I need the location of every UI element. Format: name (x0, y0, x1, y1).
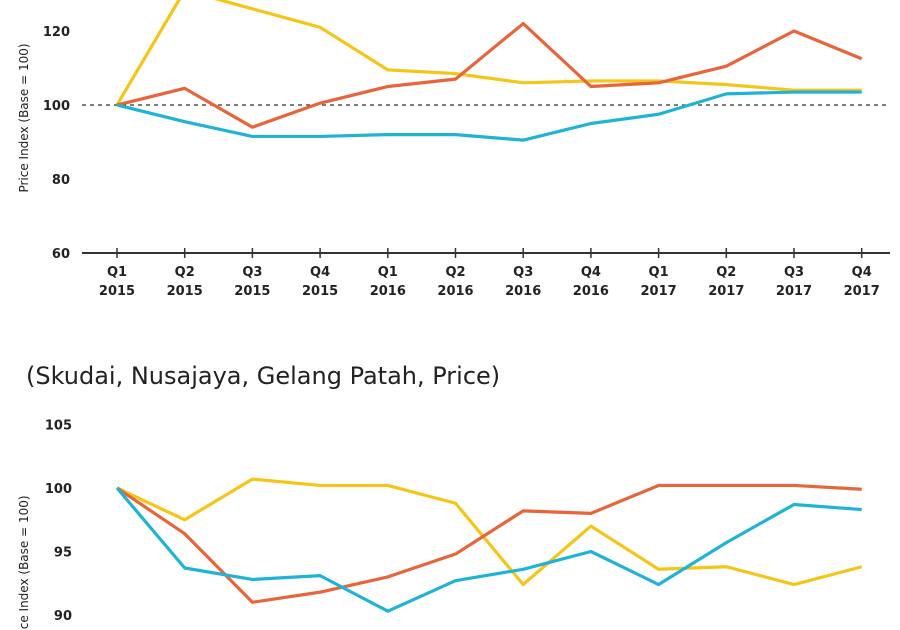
bottom-price-index-chart: (Skudai, Nusajaya, Gelang Patah, Price) … (17, 362, 863, 630)
bottom-y-axis-label: Price Index (Base = 100) (17, 495, 31, 630)
top-x-tick-year: 2015 (234, 284, 270, 299)
top-x-tick-year: 2017 (708, 284, 744, 299)
top-x-tick-year: 2016 (505, 284, 541, 299)
top-y-tick-label: 100 (43, 99, 70, 114)
bottom-series-line-0 (116, 477, 863, 587)
top-x-tick-year: 2016 (437, 284, 473, 299)
top-x-tick-quarter: Q3 (242, 265, 262, 280)
top-x-tick-quarter: Q1 (378, 265, 398, 280)
top-x-tick-quarter: Q2 (175, 265, 195, 280)
top-x-tick-year: 2015 (99, 284, 135, 299)
top-x-tick-quarter: Q2 (716, 265, 736, 280)
bottom-series-line-2 (115, 486, 862, 613)
top-x-tick-quarter: Q2 (445, 265, 465, 280)
bottom-chart-title: (Skudai, Nusajaya, Gelang Patah, Price) (26, 362, 500, 390)
top-x-tick-quarter: Q1 (107, 265, 127, 280)
top-x-tick-year: 2017 (641, 284, 677, 299)
top-x-tick-year: 2016 (573, 284, 609, 299)
top-x-tick-quarter: Q3 (513, 265, 533, 280)
top-x-tick-year: 2015 (167, 284, 203, 299)
top-series-line-1 (116, 22, 863, 129)
bottom-y-tick-label: 100 (45, 482, 72, 497)
top-x-tick-year: 2016 (370, 284, 406, 299)
top-x-tick-year: 2017 (844, 284, 880, 299)
bottom-y-tick-label: 90 (54, 609, 72, 624)
top-price-index-chart: Price Index (Base = 100) 60 80 100 120 Q1 20… (17, 0, 890, 299)
top-x-tick-year: 2017 (776, 284, 812, 299)
top-y-axis-label: Price Index (Base = 100) (17, 43, 31, 192)
top-y-tick-label: 60 (52, 247, 70, 262)
bottom-y-tick-label: 105 (45, 419, 72, 434)
top-x-tick-quarter: Q4 (581, 265, 601, 280)
bottom-y-tick-label: 95 (54, 546, 72, 561)
top-x-tick-quarter: Q4 (310, 265, 330, 280)
top-x-tick-quarter: Q4 (852, 265, 872, 280)
top-series-line-2 (116, 90, 862, 142)
top-x-tick-year: 2015 (302, 284, 338, 299)
bottom-series-line-1 (116, 483, 862, 604)
top-x-tick-quarter: Q1 (649, 265, 669, 280)
top-x-tick-quarter: Q3 (784, 265, 804, 280)
top-y-tick-label: 120 (43, 25, 70, 40)
top-y-tick-label: 80 (52, 173, 70, 188)
top-series-line-0 (115, 0, 862, 106)
